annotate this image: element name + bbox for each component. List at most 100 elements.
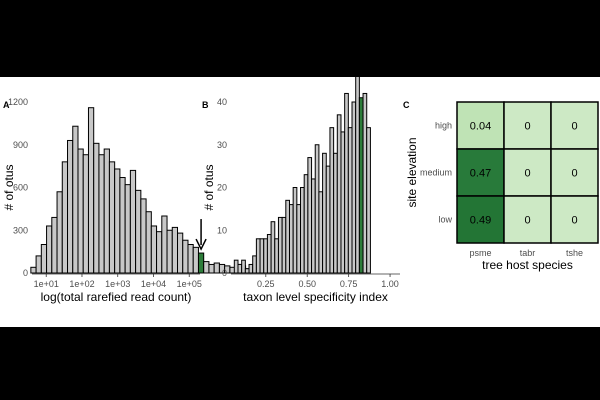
histogram-bar: [77, 148, 84, 274]
histogram-bar: [182, 239, 189, 274]
histogram-bar: [255, 238, 261, 274]
x-tick-label: psme: [469, 248, 491, 258]
histogram-bar: [344, 92, 349, 274]
histogram-bar: [263, 238, 268, 274]
histogram-bar: [274, 238, 279, 274]
histogram-bar: [166, 229, 173, 274]
x-axis-label: tree host species: [482, 258, 573, 272]
histogram-bar: [270, 221, 276, 274]
histogram-bar: [213, 262, 220, 274]
histogram-bar: [192, 246, 199, 274]
y-tick-label: low: [438, 215, 452, 225]
histogram-bar: [266, 234, 272, 274]
x-tick-label: 1e+02: [69, 279, 94, 289]
histogram-bar: [40, 244, 48, 274]
histogram-bar: [129, 169, 137, 274]
heatmap-cell-value: 0: [571, 121, 577, 133]
y-tick-label: medium: [420, 168, 452, 178]
histogram-bar: [82, 154, 89, 274]
histogram-bar: [307, 157, 313, 274]
histogram-bar: [145, 211, 152, 274]
x-tick-label: tabr: [520, 248, 536, 258]
x-tick-label: 0.50: [298, 279, 316, 289]
histogram-bar: [252, 255, 257, 274]
histogram-bar: [156, 231, 163, 274]
x-tick-label: 0.25: [257, 279, 275, 289]
histogram-bar: [347, 127, 353, 274]
histogram-bar: [150, 225, 158, 274]
heatmap-cell-value: 0: [571, 215, 577, 227]
heatmap-cell: [550, 195, 599, 244]
histogram-bar: [336, 114, 342, 274]
annotation-arrow-head: [195, 238, 207, 251]
x-tick-label: 0.75: [340, 279, 358, 289]
y-tick-label: 30: [217, 140, 227, 150]
heatmap-cell: [550, 101, 599, 150]
histogram-bar: [281, 216, 287, 274]
histogram-bar: [292, 187, 298, 274]
heatmap-cell: [456, 195, 505, 244]
histogram-bar: [35, 255, 42, 274]
histogram-bar: [119, 177, 126, 274]
y-tick-label: 40: [217, 97, 227, 107]
histogram-bar: [135, 189, 142, 274]
histogram-bar: [333, 152, 338, 274]
histogram-bar: [244, 268, 250, 274]
x-tick-label: 1e+01: [34, 279, 59, 289]
histogram-bar: [303, 174, 309, 274]
histogram-bar: [237, 263, 243, 274]
histogram-bar: [72, 125, 79, 274]
y-tick-label: 20: [217, 183, 227, 193]
histogram-bar: [124, 184, 131, 274]
panel-label-a: A: [3, 100, 10, 110]
heatmap-cell-value: 0: [524, 121, 530, 133]
histogram-bar: [208, 263, 215, 274]
y-axis-label: # of otus: [2, 164, 16, 210]
x-tick-label: 1e+04: [141, 279, 166, 289]
y-tick-label: 300: [13, 225, 28, 235]
histogram-bar: [56, 191, 63, 274]
histogram-bar: [248, 263, 254, 274]
histogram-bar: [288, 204, 294, 274]
histogram-bar: [140, 198, 147, 274]
histogram-bar: [296, 204, 302, 274]
heatmap-cell: [503, 148, 552, 197]
histogram-bar: [340, 131, 346, 274]
heatmap-cell-value: 0.49: [470, 215, 491, 227]
y-tick-label: 0: [222, 268, 227, 278]
heatmap-cell-value: 0: [571, 168, 577, 180]
histogram-bar: [51, 216, 58, 274]
histogram-bar: [203, 261, 210, 274]
y-tick-label: 10: [217, 225, 227, 235]
heatmap-cell: [550, 148, 599, 197]
histogram-bar: [322, 152, 327, 274]
x-axis-label: taxon level specificity index: [243, 290, 388, 304]
y-axis-label: site elevation: [405, 137, 419, 207]
histogram-bar: [311, 178, 316, 274]
histogram-bar: [108, 161, 116, 274]
histogram-bar: [98, 154, 105, 274]
histogram-bar: [87, 107, 95, 274]
x-tick-label: 1.00: [381, 279, 399, 289]
histogram-bar: [61, 161, 69, 274]
histogram-bar: [300, 187, 305, 274]
histogram-bar: [355, 71, 360, 274]
histogram-bar: [325, 165, 331, 274]
histogram-bar: [67, 139, 74, 274]
x-tick-label: tshe: [566, 248, 583, 258]
histogram-bar: [277, 216, 283, 274]
histogram-bar: [46, 225, 53, 274]
y-tick-label: 600: [13, 183, 28, 193]
histogram-bar: [177, 232, 184, 274]
histogram-bar: [329, 127, 335, 274]
histogram-bar: [103, 148, 110, 274]
panel-label-c: C: [403, 100, 410, 110]
histogram-bar: [366, 127, 371, 274]
histogram-bar: [30, 266, 37, 274]
panel-label-b: B: [202, 100, 209, 110]
y-axis-label: # of otus: [202, 164, 216, 210]
heatmap-cell-value: 0: [524, 168, 530, 180]
histogram-bar: [351, 101, 357, 274]
heatmap-cell-value: 0.47: [470, 168, 491, 180]
